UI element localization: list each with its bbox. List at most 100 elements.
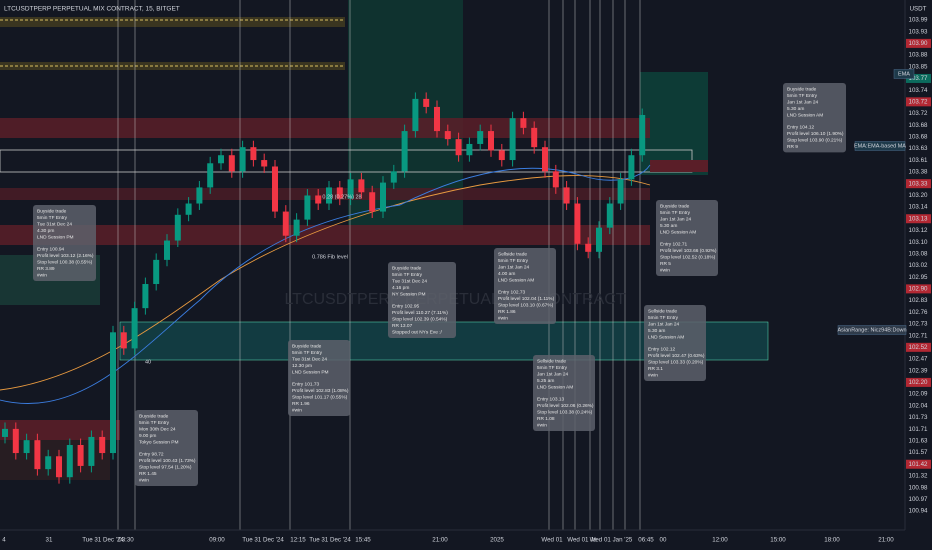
annotation-line: Mon 30th Dec 24 [139,426,176,432]
candle-body [617,179,624,204]
tag-label: EMA [898,71,910,77]
time-label: 15:45 [355,537,371,544]
price-label: 103.88 [909,52,928,59]
drawing-label: 40 [145,359,151,365]
zone [0,225,650,245]
price-label: 103.20 [909,192,928,199]
annotation-line: 5min TF Entry [537,365,568,371]
annotation-box [33,205,96,281]
candle-body [444,131,451,140]
price-label: 103.12 [909,227,928,234]
price-label: 101.57 [909,449,928,456]
annotation-line: Jan 1st Jan 24 [498,264,530,270]
annotation-line: LND Session AM [498,278,534,284]
price-label: 103.68 [909,122,928,129]
annotation-line: Sellside trade [648,308,677,314]
price-label: 102.73 [909,321,928,328]
price-label: 103.33 [909,180,928,187]
price-label: 103.02 [909,262,928,269]
annotation-line: Profit level 102.83 (1.08%) [292,388,349,394]
annotation-line: #win [37,273,47,279]
annotation-line: Buyside trade [392,265,422,271]
annotation-line: 4.00 am [498,271,515,277]
candle-body [380,182,386,212]
candle-body [207,163,214,188]
currency: USDT [910,6,927,13]
annotation-line: 5min TF Entry [787,93,818,99]
time-label: 12:15 [290,537,306,544]
price-label: 101.71 [909,426,928,433]
candle-body [110,332,116,454]
time-label: 12:00 [712,537,728,544]
candle-body [358,179,365,193]
annotation-box [533,355,595,431]
annotation-line: Sellside trade [498,251,527,257]
annotation-line: Tokyo Session PM [139,440,178,446]
annotation-line: Entry 101.73 [292,381,320,387]
candle-body [455,139,462,156]
price-label: 103.08 [909,250,928,257]
annotation-line: Profit level 102.06 (0.26%) [537,403,594,409]
candle-body [401,131,408,172]
candle-body [606,203,613,228]
annotation-line: Stop level 103.90 (0.21%) [787,137,843,143]
annotation-line: LND Session AM [787,113,823,119]
annotation-box [494,248,556,324]
candle-body [596,227,602,252]
annotation-line: Profit level 100.43 (1.73%) [139,458,196,464]
annotation-line: Stop level 101.17 (0.55%) [292,394,348,400]
price-label: 103.85 [909,63,928,70]
time-label: Tue 31 Dec '24 [309,537,351,544]
candle-body [639,114,646,156]
annotation-line: RR 1.86 [498,309,516,315]
annotation-line: Entry 102.95 [392,303,420,309]
annotation-line: Entry 103.13 [537,396,565,402]
annotation-line: 5.25 am [537,378,554,384]
price-label: 102.47 [909,356,928,363]
annotation-line: 5min TF Entry [660,210,691,216]
candle-body [45,456,52,470]
annotation-line: Stop level 100.38 (0.55%) [37,259,93,265]
time-label: 09:00 [209,537,225,544]
price-label: 103.13 [909,215,928,222]
candle-body [423,98,430,107]
annotation-line: Buyside trade [787,86,817,92]
annotation-line: 5.30 am [660,223,677,229]
candle-body [153,259,160,285]
price-label: 103.72 [909,110,928,117]
annotation-line: #win [139,478,149,484]
annotation-line: Profit level 106.10 (1.90%) [787,131,844,137]
candle-body [164,240,170,260]
time-label: 21:00 [878,537,894,544]
candle-body [466,143,473,156]
candle-body [261,160,268,167]
price-label: 102.09 [909,391,928,398]
time-label: 18:00 [824,537,840,544]
annotation-line: Tue 31st Dec 24 [292,356,327,362]
price-label: 103.63 [909,145,928,152]
annotation-line: Stop level 103.10 (0.67%) [498,302,554,308]
annotation-box [783,83,846,153]
candle-body [574,203,581,244]
candle-body [304,195,311,220]
candle-body [131,308,138,349]
price-label-bg [906,214,931,224]
time-label: Wed 01 Jan '25 [590,537,633,544]
annotation-line: Entry 104.12 [787,124,815,130]
annotation-line: RR 5 [660,261,671,267]
price-label-bg [906,73,931,83]
price-label: 102.20 [909,379,928,386]
candle-body [585,243,592,252]
annotation-line: 4.16 pm [392,285,409,291]
zone [0,188,650,200]
price-label: 101.73 [909,414,928,421]
price-label: 103.90 [909,40,928,47]
tag-bg [854,141,906,151]
time-label: Wed 01 [541,537,563,544]
price-label: 102.39 [909,367,928,374]
candle-body [56,456,62,478]
tag-bg [837,325,907,335]
candle-body [326,187,332,204]
